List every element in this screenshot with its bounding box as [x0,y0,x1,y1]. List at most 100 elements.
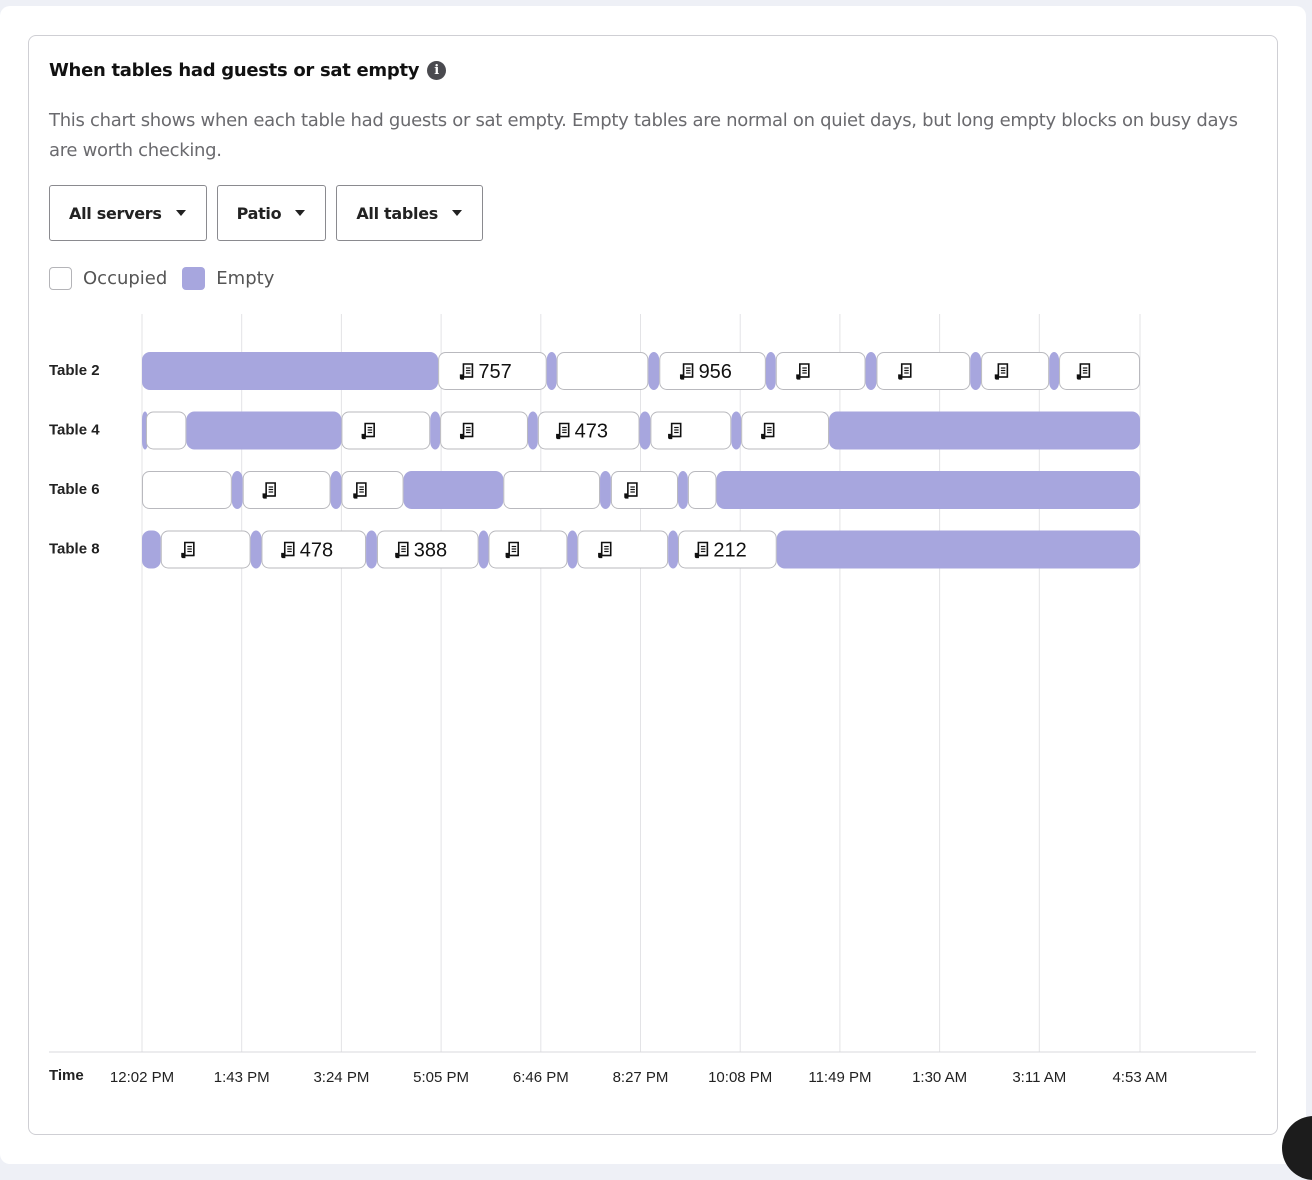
receipt-icon [694,541,709,559]
info-icon[interactable]: i [427,61,447,80]
empty-segment[interactable] [527,411,538,450]
table-filter-dropdown[interactable]: All tables [336,185,484,241]
receipt-icon [181,541,195,559]
empty-segment[interactable] [970,352,982,390]
occupied-segment[interactable] [775,352,866,390]
receipt-icon [598,541,612,559]
occupied-segment[interactable] [142,471,232,509]
occupied-segment[interactable] [341,471,404,509]
occupied-segment[interactable]: 478 [261,530,367,569]
occupied-segment[interactable] [876,352,971,390]
legend-swatch-empty[interactable] [182,267,206,290]
caret-down-icon [175,210,186,216]
empty-segment[interactable] [403,471,504,509]
row-label: Table 4 [49,422,100,439]
receipt-icon [361,422,375,440]
legend-label-empty: Empty [216,268,275,289]
occupied-segment[interactable] [650,411,732,450]
occupied-segment[interactable] [503,471,601,509]
empty-segment[interactable] [478,530,489,569]
check-number: 478 [300,540,333,562]
empty-segment[interactable] [1049,352,1060,390]
occupied-segment[interactable] [556,352,649,390]
occupied-segment[interactable] [341,411,431,450]
card-description: This chart shows when each table had gue… [49,110,1238,161]
card-header: When tables had guests or sat empty i [49,60,447,81]
receipt-icon [994,363,1009,380]
legend-label-occupied: Occupied [83,268,168,289]
occupied-segment[interactable] [981,352,1050,390]
server-filter-dropdown[interactable]: All servers [49,185,207,241]
occupied-segment[interactable]: 757 [438,352,547,390]
check-number: 757 [478,361,511,383]
row-label: Table 6 [49,481,100,498]
receipt-icon [459,422,474,440]
empty-segment[interactable] [142,352,439,390]
receipt-icon [459,363,474,380]
x-tick-label: 5:05 PM [413,1069,469,1086]
empty-segment[interactable] [668,530,679,569]
empty-segment[interactable] [678,471,688,509]
empty-segment[interactable] [639,411,651,450]
area-filter-label: Patio [236,203,282,223]
empty-segment[interactable] [567,530,578,569]
occupied-segment[interactable] [610,471,679,509]
x-axis-label: Time [49,1067,84,1084]
empty-segment[interactable] [731,411,742,450]
empty-segment[interactable] [546,352,557,390]
occupied-segment[interactable] [687,471,717,509]
receipt-icon [281,541,295,559]
x-tick-label: 6:46 PM [513,1069,569,1086]
occupied-segment[interactable]: 388 [376,530,479,569]
row-label: Table 2 [49,362,100,379]
check-number: 388 [414,540,447,562]
occupied-segment[interactable]: 212 [678,530,777,569]
occupied-segment[interactable] [577,530,669,569]
receipt-icon [395,541,409,559]
area-filter-dropdown[interactable]: Patio [216,185,327,241]
empty-segment[interactable] [765,352,776,390]
empty-segment[interactable] [648,352,660,390]
receipt-icon [624,482,638,499]
occupied-segment[interactable] [160,530,251,569]
occupied-segment[interactable] [440,411,528,450]
empty-segment[interactable] [231,471,243,509]
empty-segment[interactable] [600,471,611,509]
occupied-segment[interactable] [1059,352,1141,390]
x-tick-label: 1:43 PM [214,1069,270,1086]
receipt-icon [1076,363,1091,380]
receipt-icon [262,482,276,499]
empty-segment[interactable] [186,411,342,450]
occupied-segment[interactable] [741,411,830,450]
empty-segment[interactable] [716,471,1140,509]
receipt-icon [668,422,682,440]
empty-segment[interactable] [142,530,161,569]
x-tick-label: 3:11 AM [1012,1069,1066,1086]
caret-down-icon [295,210,306,216]
receipt-icon [761,422,775,440]
filter-bar: All servers Patio All tables [49,185,484,241]
empty-segment[interactable] [330,471,342,509]
empty-segment[interactable] [250,530,262,569]
occupied-segment[interactable] [145,411,187,450]
x-tick-label: 3:24 PM [313,1069,369,1086]
table-filter-label: All tables [356,203,439,223]
empty-segment[interactable] [430,411,441,450]
card-title: When tables had guests or sat empty [49,60,420,81]
receipt-icon [353,482,367,499]
occupied-segment[interactable]: 473 [537,411,640,450]
x-tick-label: 10:08 PM [708,1069,772,1086]
chart-legend: Occupied Empty [49,267,289,290]
check-number: 212 [713,540,746,562]
receipt-icon [505,541,519,559]
empty-segment[interactable] [829,411,1140,450]
occupied-segment[interactable]: 956 [659,352,766,390]
empty-segment[interactable] [366,530,377,569]
check-number: 956 [699,361,732,383]
occupied-segment[interactable] [242,471,331,509]
legend-swatch-occupied[interactable] [49,267,72,290]
empty-segment[interactable] [776,530,1140,569]
x-tick-label: 12:02 PM [110,1069,174,1086]
empty-segment[interactable] [865,352,877,390]
occupied-segment[interactable] [488,530,568,569]
